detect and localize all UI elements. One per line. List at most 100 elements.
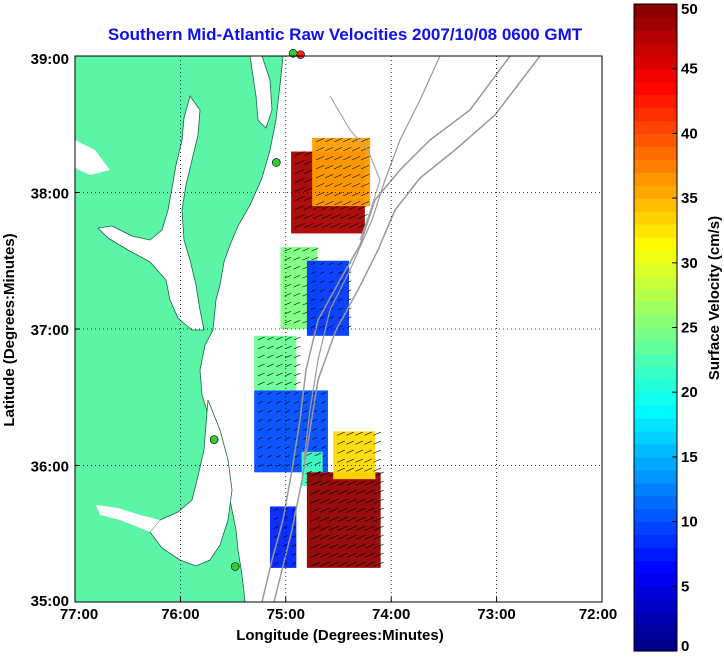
velocity-vector	[319, 498, 330, 504]
velocity-vector	[258, 372, 265, 377]
velocity-vector	[343, 201, 352, 206]
velocity-vector	[303, 178, 314, 183]
colorbar-band	[634, 249, 677, 264]
velocity-vector	[325, 138, 334, 143]
velocity-vector	[310, 516, 321, 522]
velocity-vector	[334, 201, 343, 206]
velocity-vector	[346, 480, 357, 486]
colorbar-tick-label: 25	[681, 320, 698, 337]
chesapeake-bay	[97, 95, 205, 331]
velocity-vector	[303, 205, 314, 210]
velocity-vector	[319, 271, 325, 275]
velocity-vector	[373, 534, 384, 540]
velocity-vector	[294, 214, 305, 219]
colorbar-band	[634, 301, 677, 316]
velocity-vector	[337, 307, 343, 311]
velocity-vector	[337, 525, 348, 531]
velocity-vector	[355, 458, 363, 463]
velocity-vector	[319, 298, 325, 302]
velocity-vector	[294, 151, 305, 156]
colorbar-band	[634, 625, 677, 639]
velocity-vector	[355, 431, 363, 436]
velocity-vector	[337, 298, 343, 302]
velocity-vector	[330, 214, 341, 219]
velocity-vector	[303, 401, 308, 404]
velocity-vector	[310, 307, 316, 311]
velocity-vector	[373, 561, 384, 567]
velocity-vector	[303, 410, 308, 413]
velocity-vector	[305, 461, 312, 466]
velocity-vector	[361, 138, 370, 143]
velocity-vector	[293, 319, 301, 324]
velocity-vector	[258, 437, 263, 440]
velocity-vector	[334, 183, 343, 188]
velocity-vector	[293, 310, 301, 315]
velocity-vector	[328, 561, 339, 567]
velocity-vector	[302, 256, 310, 261]
velocity-vector	[321, 410, 326, 413]
x-tick-label: 76:00	[161, 606, 199, 623]
y-tick-label: 35:00	[31, 593, 69, 610]
velocity-vector	[319, 525, 330, 531]
velocity-vector	[361, 174, 370, 179]
velocity-vector	[325, 165, 334, 170]
velocity-vector	[267, 363, 274, 368]
velocity-vector	[357, 214, 368, 219]
colorbar-band	[634, 120, 677, 134]
velocity-vector	[267, 345, 274, 350]
colorbar-tick-label: 10	[681, 514, 698, 531]
velocity-vector	[328, 534, 339, 540]
velocity-vector	[267, 446, 272, 449]
velocity-vector	[355, 489, 366, 495]
velocity-vector	[294, 455, 299, 458]
velocity-vector	[325, 174, 334, 179]
velocity-vector	[273, 508, 279, 511]
colorbar-band	[634, 29, 677, 44]
velocity-vector	[364, 561, 375, 567]
velocity-vector	[337, 262, 343, 266]
velocity-vector	[285, 401, 290, 404]
velocity-vector	[285, 363, 292, 368]
velocity-vector	[276, 446, 281, 449]
colorbar-band	[634, 495, 677, 510]
x-axis: 77:00 76:00 75:00 74:00 73:00 72:00	[60, 597, 617, 623]
colorbar-band	[634, 431, 677, 445]
velocity-vector	[311, 256, 319, 261]
colorbar-band	[634, 405, 677, 419]
velocity-vector	[303, 169, 314, 174]
velocity-vector	[352, 183, 361, 188]
y-axis-label: Latitude (Degrees:Minutes)	[1, 233, 18, 426]
colorbar-band	[634, 211, 677, 225]
velocity-vector	[364, 440, 372, 445]
colorbar-label: Surface Velocity (cm/s)	[706, 216, 723, 380]
velocity-vector	[346, 467, 354, 472]
delaware-bay	[249, 56, 273, 129]
colorbar-band	[634, 159, 677, 173]
velocity-vector	[310, 552, 321, 558]
velocity-vector	[328, 489, 339, 495]
velocity-vector	[285, 455, 290, 458]
velocity-vector	[276, 354, 283, 359]
velocity-vector	[267, 464, 272, 467]
y-tick-label: 38:00	[31, 186, 69, 203]
velocity-vector	[355, 498, 366, 504]
velocity-vector	[348, 223, 359, 228]
velocity-vector	[285, 354, 292, 359]
velocity-vector	[273, 535, 279, 538]
velocity-vector	[337, 440, 345, 445]
velocity-vector	[364, 534, 375, 540]
chart-title: Southern Mid-Atlantic Raw Velocities 200…	[108, 25, 583, 44]
velocity-vector	[276, 428, 281, 431]
velocity-vector	[373, 449, 381, 454]
velocity-vector	[337, 534, 348, 540]
velocity-vector	[294, 401, 299, 404]
colorbar-band	[634, 314, 677, 329]
velocity-vector	[373, 543, 384, 549]
velocity-vector	[348, 214, 359, 219]
velocity-vector	[273, 526, 279, 529]
radar-site-marker	[230, 562, 240, 571]
colorbar-band	[634, 146, 677, 160]
velocity-vector	[346, 525, 357, 531]
velocity-vector	[373, 525, 384, 531]
velocity-vector	[346, 534, 357, 540]
